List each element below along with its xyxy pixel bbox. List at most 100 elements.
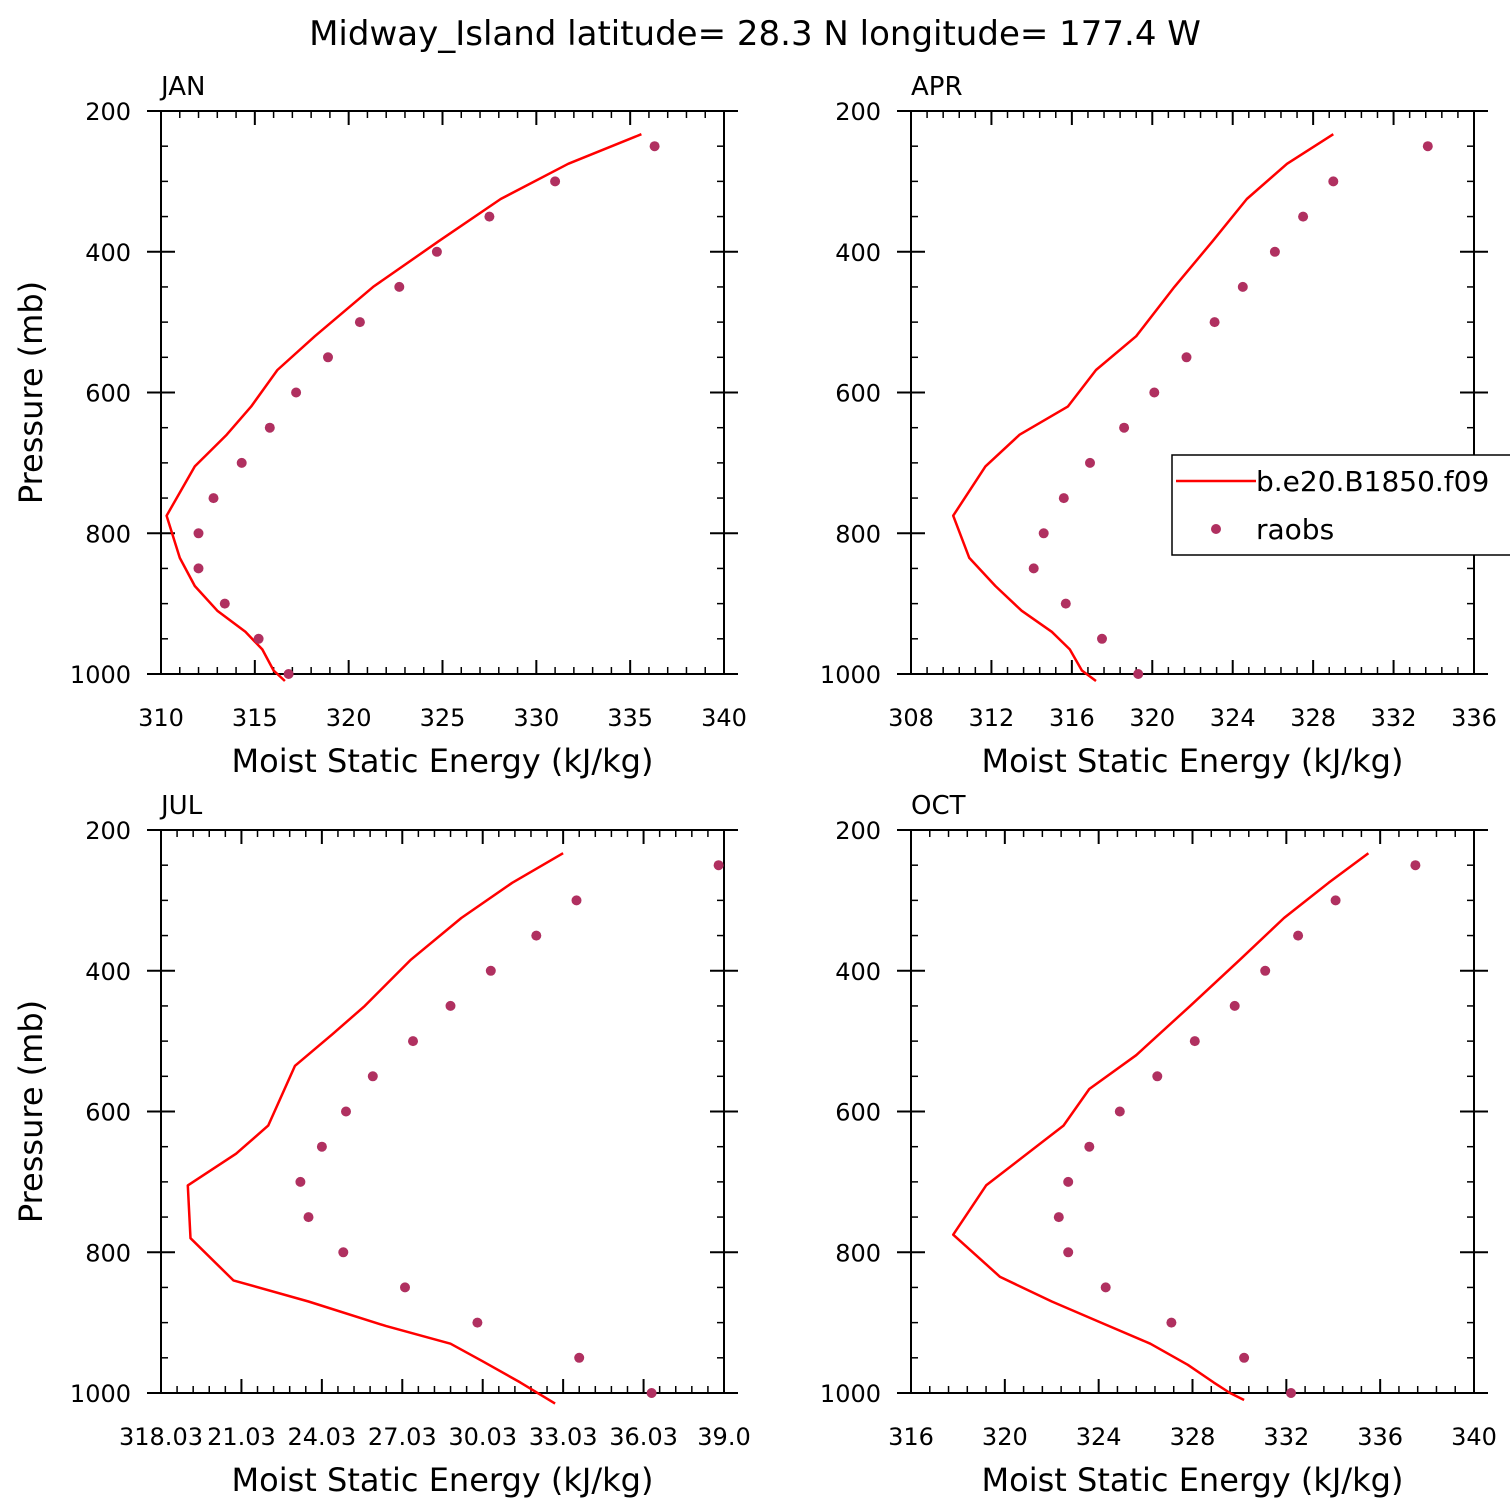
x-tick-label: 36.03 [609,1423,678,1451]
x-tick-label: 324 [1210,704,1256,732]
x-tick-label: 308 [888,704,934,732]
obs-point [316,1141,327,1152]
obs-point [1060,598,1071,609]
x-tick-label: 330 [513,704,559,732]
obs-point [1114,1106,1125,1117]
x-tick-label: 320 [982,1423,1028,1451]
obs-point [354,317,365,328]
x-tick-label: 332 [1263,1423,1309,1451]
obs-point [1330,895,1341,906]
obs-point [1119,422,1130,433]
panels: 310 315 320 325 330 335 340 200 400 600 800 1000 JAN… [12,72,1497,1499]
obs-point [1166,1317,1177,1328]
obs-point [283,669,294,679]
obs-point [571,895,582,906]
obs-point [431,246,442,257]
obs-point [550,176,561,187]
model-line [951,852,1370,1402]
figure-title: Midway_Island latitude= 28.3 N longitude… [309,14,1201,54]
y-tick-label: 800 [85,520,131,548]
obs-point [341,1106,351,1117]
plot-frame [160,110,725,675]
obs-point [1209,317,1220,328]
obs-point [649,141,660,152]
obs-point [1038,528,1049,539]
x-tick-label: 315 [232,704,278,732]
model-line [951,133,1334,683]
x-tick-label: 332 [1371,704,1417,732]
obs-point [1152,1071,1163,1082]
y-tick-label: 800 [85,1239,131,1267]
x-tick-label: 320 [1129,704,1175,732]
panel-label: JAN [159,72,205,102]
x-tick-label: 324 [1076,1423,1122,1451]
obs-point [1084,1141,1095,1152]
obs-point [338,1247,349,1258]
legend: b.e20.B1850.f09 raobs [1171,454,1510,556]
obs-point [236,457,247,468]
legend-box [1171,454,1510,556]
plot-frame [910,829,1475,1394]
obs-point [1286,1388,1296,1398]
y-tick-label: 200 [835,98,881,126]
obs-point [1239,1352,1250,1363]
obs-point [1100,1282,1111,1293]
legend-obs-swatch [1211,524,1221,534]
obs-point [1189,1036,1200,1047]
panel-label: OCT [911,791,966,821]
panel-label: APR [911,72,963,102]
y-tick-label: 200 [835,817,881,845]
obs-point [408,1036,418,1047]
x-tick-label: 320 [326,704,372,732]
y-axis-label: Pressure (mb) [12,1000,50,1223]
obs-point [208,493,219,504]
y-tick-label: 600 [85,1099,131,1127]
obs-point [1149,387,1160,398]
obs-point [219,598,230,609]
x-tick-label: 30.03 [448,1423,517,1451]
obs-point [1063,1176,1074,1187]
y-tick-label: 400 [85,239,131,267]
plot-frame [910,110,1475,675]
obs-point [303,1212,314,1223]
panel-oct: 316 320 324 328 332 336 340 200 400 600 800 1000 OCT… [820,791,1497,1499]
legend-obs-label: raobs [1256,513,1334,546]
x-tick-label: 310 [138,704,184,732]
x-tick-label: 335 [607,704,653,732]
obs-point [367,1071,378,1082]
obs-point [1229,1000,1240,1011]
obs-point [646,1388,657,1398]
x-axis-label: Moist Static Energy (kJ/kg) [982,1461,1404,1499]
obs-point [1293,930,1304,941]
x-tick-label: 33.03 [529,1423,598,1451]
x-tick-label: 328 [1290,704,1336,732]
obs-point [445,1000,456,1011]
y-tick-label: 800 [835,520,881,548]
y-tick-label: 1000 [820,1380,881,1408]
y-tick-label: 600 [835,1099,881,1127]
obs-point [1181,352,1192,363]
y-tick-label: 400 [835,958,881,986]
obs-point [1133,669,1144,679]
y-tick-label: 800 [835,1239,881,1267]
x-tick-label: 21.03 [207,1423,276,1451]
obs-point [1410,860,1421,871]
obs-point [531,930,542,941]
obs-point [1298,211,1309,222]
obs-point [1058,493,1069,504]
x-tick-label: 340 [1451,1423,1497,1451]
y-tick-label: 400 [85,958,131,986]
x-tick-label: 316 [1049,704,1095,732]
obs-point [323,352,333,363]
obs-point [291,387,302,398]
panel-jan: 310 315 320 325 330 335 340 200 400 600 800 1000 JAN… [12,72,747,780]
plot-frame [160,829,725,1394]
obs-point [472,1317,483,1328]
y-tick-label: 200 [85,817,131,845]
obs-point [295,1176,306,1187]
obs-point [1085,457,1095,468]
y-axis-label: Pressure (mb) [12,281,50,504]
obs-point [1260,965,1271,976]
obs-point [1269,246,1280,257]
x-tick-label: 318.03 [119,1423,203,1451]
